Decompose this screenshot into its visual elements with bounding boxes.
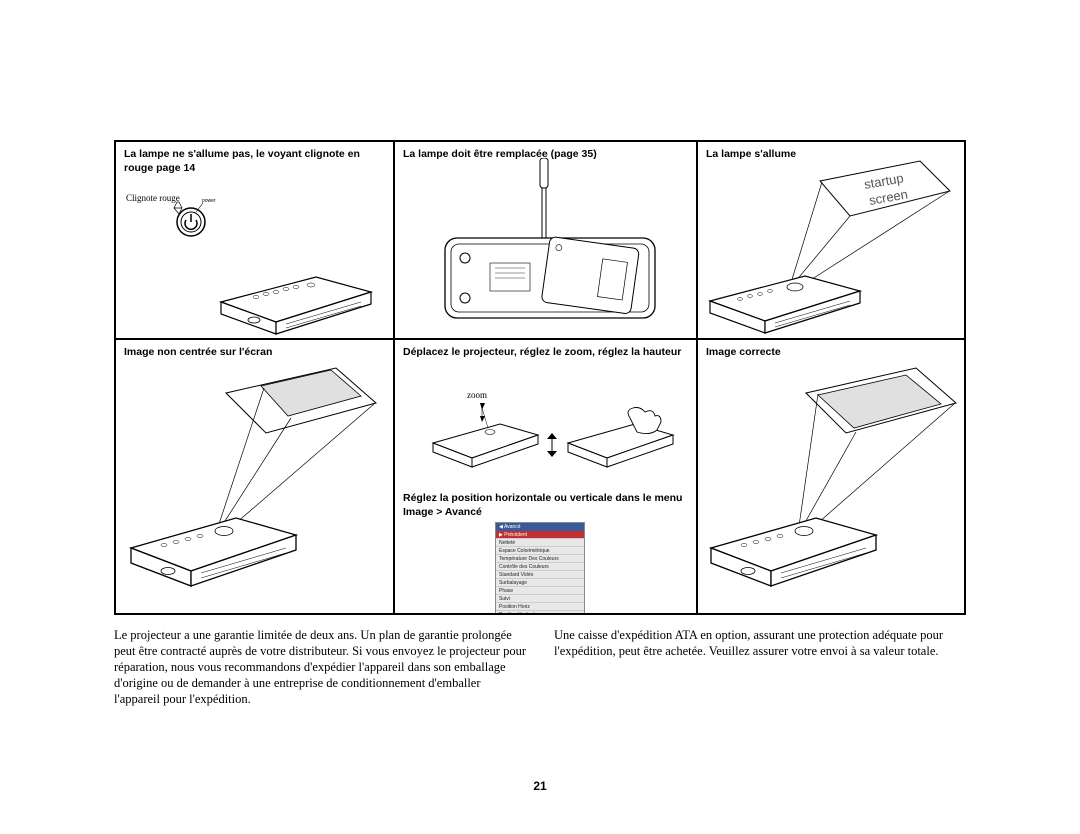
menu-item: Netteté (496, 539, 584, 547)
cell-adjust: Déplacez le projecteur, réglez le zoom, … (394, 339, 697, 614)
cell-title: La lampe ne s'allume pas, le voyant clig… (124, 148, 385, 175)
menu-item: Position Horiz (496, 603, 584, 611)
offcenter-illustration (116, 358, 386, 614)
projector-icon (206, 242, 386, 339)
cell-title: Déplacez le projecteur, réglez le zoom, … (403, 346, 688, 360)
footer-left: Le projecteur a une garantie limitée de … (114, 627, 526, 707)
cell-lamp-not-lit: La lampe ne s'allume pas, le voyant clig… (115, 141, 394, 339)
menu-box: ◀ Avancé ▶ Précédent Netteté Espace Colo… (495, 522, 585, 614)
menu-item: Suivi (496, 595, 584, 603)
menu-item: Espace Colorimétrique (496, 547, 584, 555)
footer: Le projecteur a une garantie limitée de … (114, 627, 966, 707)
menu-item: Phase (496, 587, 584, 595)
power-label: power (202, 198, 216, 204)
troubleshooting-grid: La lampe ne s'allume pas, le voyant clig… (114, 140, 966, 615)
menu-item: Position Verticale (496, 611, 584, 614)
correct-illustration (698, 358, 963, 614)
footer-right: Une caisse d'expédition ATA en option, a… (554, 627, 966, 707)
manual-page: La lampe ne s'allume pas, le voyant clig… (114, 140, 966, 707)
power-button-icon: power (166, 194, 216, 244)
cell-subtitle: Réglez la position horizontale ou vertic… (403, 492, 688, 519)
cell-lamp-on: La lampe s'allume startup screen (697, 141, 965, 339)
menu-item: Contrôle des Couleurs (496, 563, 584, 571)
menu-header: ◀ Avancé (496, 523, 584, 531)
menu-item: Standard Vidéo (496, 571, 584, 579)
adjust-illustration (400, 388, 690, 488)
lamp-replace-illustration (405, 158, 685, 333)
cell-image-correct: Image correcte (697, 339, 965, 614)
page-number: 21 (533, 779, 546, 793)
cell-lamp-replace: La lampe doit être remplacée (page 35) (394, 141, 697, 339)
menu-item: Surbalayage (496, 579, 584, 587)
menu-item: Température Des Couleurs (496, 555, 584, 563)
menu-screenshot: ◀ Avancé ▶ Précédent Netteté Espace Colo… (495, 522, 585, 614)
cell-image-not-centered: Image non centrée sur l'écran (115, 339, 394, 614)
menu-item: ▶ Précédent (496, 531, 584, 539)
projector-screen-illustration: startup screen (700, 156, 960, 336)
